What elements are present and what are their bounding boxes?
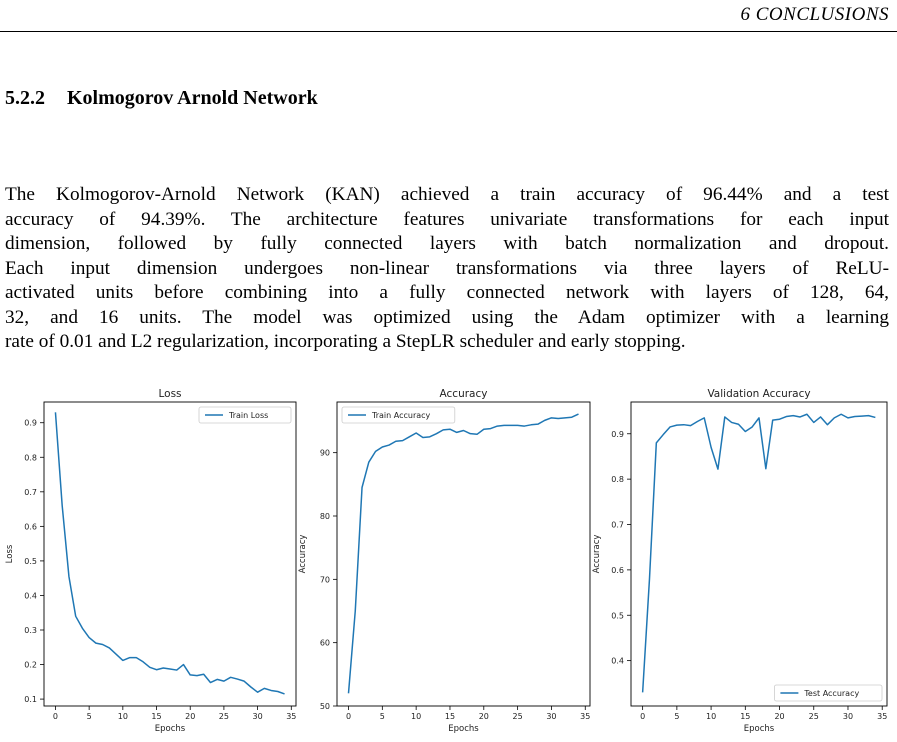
x-tick-label: 5 (674, 712, 679, 721)
y-tick-label: 50 (320, 702, 330, 711)
x-tick-label: 30 (843, 712, 853, 721)
chart-title: Accuracy (440, 388, 488, 400)
chart-2: Accuracy Epochs Accuracy 0 5 10 15 20 25 30 35 50 60… (298, 388, 591, 734)
y-tick-label: 0.7 (24, 488, 37, 497)
legend-box (198, 406, 292, 424)
y-tick-label: 0.3 (24, 626, 37, 635)
y-tick-label: 0.9 (611, 430, 624, 439)
plot-frame (336, 401, 591, 707)
legend-box (774, 684, 883, 702)
legend: Test Accuracy (774, 684, 883, 702)
y-tick-label: 0.9 (24, 419, 37, 428)
x-tick-label: 15 (151, 712, 161, 721)
chart-1: Loss Epochs Loss 0 5 10 15 20 25 30 35 0.1 0.2 0.3 0.4… (5, 388, 297, 734)
legend-label: Train Loss (228, 411, 268, 420)
paragraph-line: dimension, followed by fully connected l… (5, 233, 889, 254)
y-axis-label: Accuracy (592, 535, 602, 574)
x-tick-label: 0 (640, 712, 645, 721)
x-tick-label: 30 (546, 712, 556, 721)
paragraph-line: activated units before combining into a … (5, 282, 889, 303)
x-axis-label: Epochs (155, 724, 186, 734)
x-axis-label: Epochs (744, 724, 775, 734)
section-title: Kolmogorov Arnold Network (67, 87, 318, 109)
y-tick-label: 0.7 (611, 521, 624, 530)
x-tick-label: 20 (774, 712, 784, 721)
paragraph-line: The Kolmogorov-Arnold Network (KAN) achi… (5, 184, 889, 205)
header-rule (0, 31, 897, 32)
section-number: 5.2.2 (5, 87, 45, 109)
chart-3: Validation Accuracy Epochs Accuracy 0 5 10 15 2… (592, 388, 888, 734)
y-tick-label: 0.8 (24, 453, 37, 462)
x-tick-label: 0 (346, 712, 351, 721)
x-tick-label: 25 (513, 712, 523, 721)
y-tick-label: 90 (320, 449, 330, 458)
y-tick-label: 0.8 (611, 475, 624, 484)
plot-frame (43, 401, 297, 707)
x-tick-label: 10 (411, 712, 421, 721)
y-tick-label: 0.6 (24, 522, 37, 531)
y-tick-label: 0.1 (24, 695, 37, 704)
x-tick-label: 15 (740, 712, 750, 721)
x-tick-label: 5 (87, 712, 92, 721)
paragraph-line: 32, and 16 units. The model was optimize… (5, 306, 889, 328)
x-tick-label: 15 (445, 712, 455, 721)
y-tick-label: 0.5 (611, 611, 624, 620)
legend-label: Test Accuracy (803, 689, 859, 698)
y-tick-label: 0.4 (611, 657, 624, 666)
x-axis-label: Epochs (448, 724, 479, 734)
x-tick-label: 35 (580, 712, 590, 721)
section-heading: 5.2.2 Kolmogorov Arnold Network (5, 87, 318, 110)
x-tick-label: 35 (286, 712, 296, 721)
y-tick-label: 60 (320, 639, 330, 648)
y-tick-label: 0.2 (24, 661, 37, 670)
paragraph-line: Each input dimension undergoes non-linea… (5, 257, 889, 279)
legend: Train Accuracy (341, 406, 456, 424)
series-line (641, 413, 876, 693)
x-tick-label: 10 (706, 712, 716, 721)
x-tick-label: 30 (252, 712, 262, 721)
legend-box (341, 406, 456, 424)
series-line (347, 413, 579, 694)
paragraph-line: rate of 0.01 and L2 regularization, inco… (5, 331, 686, 352)
x-tick-label: 0 (53, 712, 58, 721)
x-tick-label: 25 (809, 712, 819, 721)
charts-svg: Loss Epochs Loss 0 5 10 15 20 25 30 35 0.1 0.2 0.3 0.4… (5, 388, 888, 734)
x-tick-label: 10 (118, 712, 128, 721)
y-tick-label: 0.4 (24, 591, 37, 600)
paragraph-line: accuracy of 94.39%. The architecture fea… (5, 208, 889, 230)
legend: Train Loss (198, 406, 292, 424)
legend-label: Train Accuracy (371, 411, 431, 420)
x-tick-label: 5 (380, 712, 385, 721)
y-tick-label: 0.6 (611, 566, 624, 575)
y-tick-label: 0.5 (24, 557, 37, 566)
figure-training-curves: Loss Epochs Loss 0 5 10 15 20 25 30 35 0.1 0.2 0.3 0.4… (0, 384, 897, 738)
y-tick-label: 80 (320, 512, 330, 521)
y-axis-label: Accuracy (298, 535, 308, 574)
x-tick-label: 20 (185, 712, 195, 721)
series-line (54, 412, 285, 695)
plot-frame (630, 401, 888, 707)
body-paragraph: The Kolmogorov-Arnold Network (KAN) achi… (5, 183, 889, 355)
chart-title: Validation Accuracy (707, 388, 810, 400)
chart-title: Loss (158, 388, 181, 400)
y-tick-label: 70 (320, 575, 330, 584)
x-tick-label: 20 (479, 712, 489, 721)
x-tick-label: 25 (219, 712, 229, 721)
x-tick-label: 35 (877, 712, 887, 721)
y-axis-label: Loss (5, 544, 15, 563)
running-head: 6 CONCLUSIONS (740, 4, 889, 25)
